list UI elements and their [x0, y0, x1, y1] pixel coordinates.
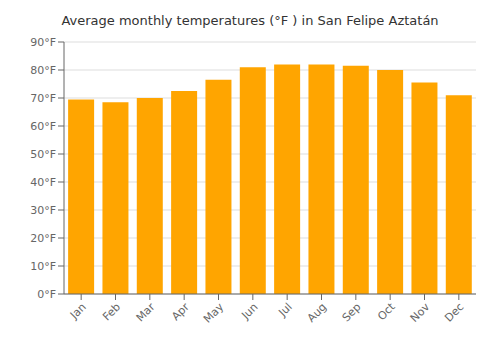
- svg-text:50°F: 50°F: [30, 148, 56, 161]
- svg-text:Oct: Oct: [375, 300, 398, 323]
- svg-text:Dec: Dec: [442, 300, 466, 324]
- svg-text:Apr: Apr: [169, 300, 192, 323]
- svg-text:0°F: 0°F: [37, 288, 56, 301]
- html-text:Average monthly temperatures (: Average monthly temperatures (°F ) in Sa…: [61, 13, 439, 28]
- svg-text:20°F: 20°F: [30, 232, 56, 245]
- svg-text:10°F: 10°F: [30, 260, 56, 273]
- svg-text:80°F: 80°F: [30, 64, 56, 77]
- svg-text:Mar: Mar: [134, 300, 158, 324]
- svg-text:Feb: Feb: [100, 300, 123, 323]
- svg-text:30°F: 30°F: [30, 204, 56, 217]
- svg-text:Jul: Jul: [276, 300, 295, 319]
- svg-text:Jan: Jan: [67, 300, 89, 322]
- svg-text:40°F: 40°F: [30, 176, 56, 189]
- svg-text:60°F: 60°F: [30, 120, 56, 133]
- svg-text:Sep: Sep: [340, 300, 364, 324]
- svg-text:May: May: [201, 300, 227, 326]
- svg-text:Aug: Aug: [305, 300, 329, 324]
- svg-text:Jun: Jun: [238, 300, 260, 322]
- svg-text:70°F: 70°F: [30, 92, 56, 105]
- svg-text:90°F: 90°F: [30, 36, 56, 49]
- svg-text:Nov: Nov: [408, 300, 433, 325]
